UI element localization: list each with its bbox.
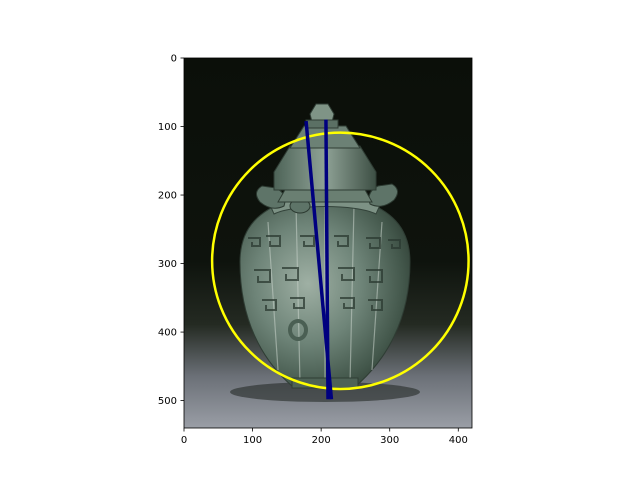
y-tick-label: 400 [158, 328, 177, 339]
overlay-layer [210, 119, 470, 400]
vessel-photo [184, 58, 472, 428]
x-tick-label: 0 [181, 435, 187, 446]
y-tick-label: 300 [158, 259, 177, 270]
meander-decoration [248, 235, 401, 311]
x-axis-ticks: 0 100 200 300 400 [181, 428, 468, 446]
y-axis-ticks: 0 100 200 300 400 500 [158, 54, 184, 407]
x-tick-label: 300 [380, 435, 399, 446]
x-tick-label: 100 [243, 435, 262, 446]
x-tick-label: 200 [312, 435, 331, 446]
knob-base [305, 119, 339, 129]
floor-shadow [230, 382, 420, 402]
shoulder-handles [256, 183, 398, 214]
lower-ring-handle [288, 319, 308, 341]
overlay-circle [210, 131, 470, 391]
y-tick-label: 200 [158, 191, 177, 202]
axes-frame [183, 57, 473, 429]
y-tick-label: 500 [158, 396, 177, 407]
y-tick-label: 100 [158, 122, 177, 133]
y-tick-label: 0 [171, 54, 177, 65]
overlay-line-2 [324, 119, 330, 400]
x-tick-label: 400 [449, 435, 468, 446]
